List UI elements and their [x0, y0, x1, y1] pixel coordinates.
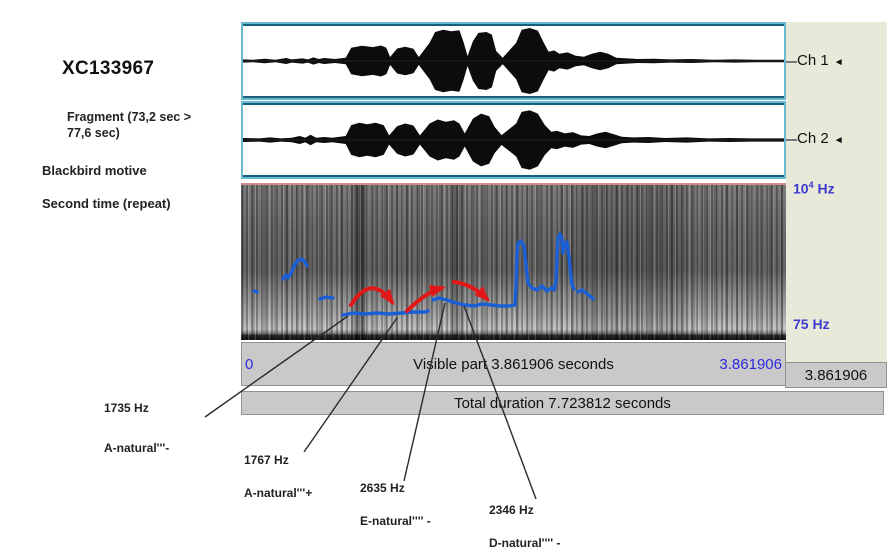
visible-part-label: Visible part 3.861906 seconds [413, 356, 614, 373]
waveform-canvas-channel-1 [243, 24, 784, 98]
pitch-contour [252, 232, 595, 317]
annotation-3-frequency: 2635 Hz [360, 481, 405, 495]
frequency-max-label: 104 Hz [793, 180, 835, 197]
annotation-1-frequency: 1735 Hz [104, 401, 149, 415]
annotation-2-note: A-natural'''+ [244, 486, 313, 500]
annotation-1-note: A-natural'''- [104, 441, 170, 455]
channel-1-name: Ch 1 [797, 52, 829, 69]
annotation-4-frequency: 2346 Hz [489, 503, 534, 517]
frequency-min-label: 75 Hz [793, 316, 830, 332]
annotation-2-frequency: 1767 Hz [244, 453, 289, 467]
annotation-4-note: D-natural'''' - [489, 536, 561, 550]
speaker-icon[interactable]: ◄ [833, 135, 844, 146]
note-blackbird-motive: Blackbird motive [42, 163, 147, 178]
channel-2-label: Ch 2 ◄ [797, 130, 844, 147]
visible-end-time: 3.861906 [719, 356, 782, 373]
speaker-icon[interactable]: ◄ [833, 57, 844, 68]
pitch-contour-overlay [252, 232, 595, 317]
waveform-canvas-channel-2 [243, 103, 784, 177]
channel-1-zero-line [786, 61, 797, 63]
recording-id: XC133967 [62, 58, 155, 79]
waveform-channel-2 [243, 110, 784, 170]
waveform-pane-channel-1[interactable] [241, 22, 786, 100]
channel-1-label: Ch 1 ◄ [797, 52, 844, 69]
channel-2-name: Ch 2 [797, 130, 829, 147]
fragment-line-1: Fragment (73,2 sec > [67, 110, 192, 124]
spectrogram-pane[interactable] [241, 183, 786, 340]
annotation-3-note: E-natural'''' - [360, 514, 431, 528]
note-second-time: Second time (repeat) [42, 196, 171, 211]
fragment-line-2: 77,6 sec) [67, 126, 120, 140]
channel-2-zero-line [786, 139, 797, 141]
waveform-pane-channel-2[interactable] [241, 101, 786, 179]
visible-part-bar[interactable]: 0 Visible part 3.861906 seconds 3.861906 [241, 342, 786, 386]
selection-duration-box[interactable]: 3.861906 [785, 362, 887, 388]
fragment-label: Fragment (73,2 sec > 77,6 sec) [67, 109, 191, 141]
total-duration-bar[interactable]: Total duration 7.723812 seconds [241, 391, 884, 415]
waveform-channel-1 [243, 28, 784, 94]
channel-info-panel: Ch 1 ◄ Ch 2 ◄ 104 Hz 75 Hz [786, 22, 887, 362]
